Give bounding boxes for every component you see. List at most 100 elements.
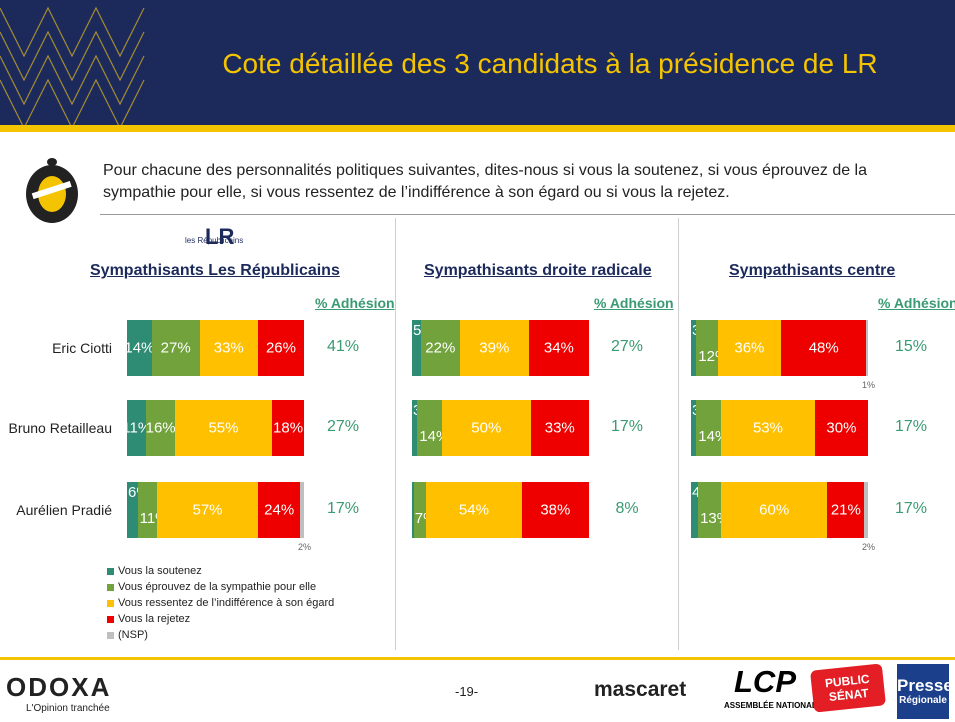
data-label: 54% bbox=[458, 501, 489, 519]
data-label: 38% bbox=[540, 501, 571, 519]
data-label: 14% bbox=[698, 428, 729, 445]
legend-swatch bbox=[107, 567, 114, 575]
lcp-logo: LCP bbox=[734, 664, 796, 699]
bar-segment-nsp bbox=[300, 482, 304, 538]
adhesion-value: 15% bbox=[894, 338, 928, 355]
stacked-bar: 3%12%36%48% bbox=[691, 320, 868, 376]
stacked-bar: 4%13% 60% 21% bbox=[691, 482, 868, 538]
data-label: 27% bbox=[160, 339, 191, 357]
bar-segment-indifference: 33% bbox=[199, 320, 258, 376]
bar-segment-rejetez: 21% bbox=[827, 482, 865, 538]
chart-legend: Vous la soutenez Vous éprouvez de la symp… bbox=[107, 563, 334, 643]
data-label: 33% bbox=[544, 419, 575, 437]
stacked-bar: 6%11% 57% 24% bbox=[127, 482, 304, 538]
question-text: Pour chacune des personnalités politique… bbox=[103, 162, 868, 201]
adhesion-value: 17% bbox=[894, 500, 928, 517]
data-label: 16% bbox=[145, 419, 176, 437]
bar-segment-soutenez: 14% bbox=[124, 320, 155, 376]
legend-swatch bbox=[107, 599, 114, 607]
legend-item: Vous éprouvez de la sympathie pour elle bbox=[107, 579, 334, 595]
nsp-label: 1% bbox=[862, 380, 876, 390]
bar-segment-nsp bbox=[866, 320, 868, 376]
legend-label: Vous la rejetez bbox=[118, 613, 191, 625]
legend-item: Vous la rejetez bbox=[107, 611, 334, 627]
legend-item: (NSP) bbox=[107, 627, 334, 643]
bar-segment-indifference: 57% bbox=[157, 482, 258, 538]
bar-segment-indifference: 55% bbox=[174, 400, 273, 456]
candidate-label: Eric Ciotti bbox=[52, 340, 112, 356]
stacked-bar: 11% 16% 55% 18% bbox=[122, 400, 304, 456]
data-label: 34% bbox=[543, 339, 574, 357]
adhesion-header: % Adhésion bbox=[315, 295, 395, 311]
nsp-label: 2% bbox=[862, 542, 876, 552]
data-label: 36% bbox=[734, 339, 765, 357]
legend-label: (NSP) bbox=[118, 629, 148, 641]
bar-segment-rejetez: 38% bbox=[521, 482, 589, 538]
panel-title: Sympathisants droite radicale bbox=[424, 262, 652, 279]
stacked-bar: 5%22% 39% 34% bbox=[412, 320, 589, 376]
bar-segment-indifference: 60% bbox=[721, 482, 828, 538]
data-label: 22% bbox=[425, 339, 456, 357]
bar-segment-sympathie: 14% bbox=[696, 400, 728, 456]
data-label: 26% bbox=[265, 339, 296, 357]
panel-divider bbox=[395, 218, 396, 650]
bar-segment-sympathie: 11% bbox=[137, 482, 169, 538]
stacked-bar: 14% 27% 33% 26% bbox=[124, 320, 304, 376]
odoxa-tagline: L'Opinion tranchée bbox=[26, 703, 110, 714]
adhesion-value: 17% bbox=[326, 500, 360, 517]
data-label: 30% bbox=[826, 419, 857, 437]
public-senat-logo: PUBLIC SÉNAT bbox=[810, 663, 886, 713]
bar-segment-sympathie: 22% bbox=[420, 320, 460, 376]
data-label: 21% bbox=[830, 501, 861, 519]
adhesion-value: 17% bbox=[610, 418, 644, 435]
panel-title: Sympathisants Les Républicains bbox=[90, 262, 340, 279]
data-label: 11% bbox=[122, 419, 152, 437]
stacked-bar: 1%7%54%38% bbox=[412, 482, 589, 538]
legend-swatch bbox=[107, 615, 114, 623]
panel-title: Sympathisants centre bbox=[729, 262, 896, 279]
stacked-bar: 3%14%53%30% bbox=[691, 400, 868, 456]
data-label: 18% bbox=[273, 419, 304, 437]
bar-segment-rejetez: 26% bbox=[257, 320, 304, 376]
adhesion-value: 41% bbox=[326, 338, 360, 355]
adhesion-header: % Adhésion bbox=[878, 295, 955, 311]
header-stripe bbox=[0, 125, 955, 132]
bar-segment-indifference: 39% bbox=[459, 320, 529, 376]
data-label: 53% bbox=[752, 419, 783, 437]
bar-segment-rejetez: 30% bbox=[814, 400, 868, 456]
data-label: 14% bbox=[124, 339, 155, 357]
bar-segment-soutenez: 5% bbox=[412, 320, 435, 376]
bar-segment-sympathie: 14% bbox=[417, 400, 449, 456]
adhesion-value: 8% bbox=[615, 500, 639, 517]
question-divider bbox=[100, 214, 955, 215]
data-label: 24% bbox=[264, 501, 295, 519]
data-label: 48% bbox=[808, 339, 839, 357]
candidate-label: Bruno Retailleau bbox=[8, 420, 112, 436]
bar-segment-rejetez: 48% bbox=[781, 320, 867, 376]
stacked-bar: 3%14%50%33% bbox=[412, 400, 589, 456]
bar-segment-soutenez: 6% bbox=[127, 482, 150, 538]
odoxa-question-icon bbox=[24, 158, 80, 229]
data-label: 39% bbox=[479, 339, 510, 357]
legend-item: Vous la soutenez bbox=[107, 563, 334, 579]
header-decoration bbox=[0, 6, 145, 128]
legend-swatch bbox=[107, 583, 114, 591]
bar-segment-nsp bbox=[864, 482, 868, 538]
bar-segment-sympathie: 13% bbox=[698, 482, 730, 538]
header-banner: Cote détaillée des 3 candidats à la prés… bbox=[0, 0, 955, 128]
legend-swatch bbox=[107, 631, 114, 639]
bar-segment-rejetez: 18% bbox=[272, 400, 304, 456]
legend-label: Vous ressentez de l’indifférence à son é… bbox=[118, 597, 335, 609]
adhesion-value: 27% bbox=[610, 338, 644, 355]
presse-regionale-logo: Presse Régionale bbox=[897, 664, 953, 719]
lcp-subtitle: ASSEMBLÉE NATIONALE bbox=[724, 701, 823, 710]
bar-segment-indifference: 50% bbox=[442, 400, 531, 456]
bar-segment-indifference: 36% bbox=[717, 320, 782, 376]
bar-segment-sympathie: 12% bbox=[696, 320, 728, 376]
legend-label: Vous la soutenez bbox=[118, 565, 202, 577]
candidate-label: Aurélien Pradié bbox=[16, 502, 112, 518]
panel-divider bbox=[678, 218, 679, 650]
data-label: 50% bbox=[471, 419, 502, 437]
data-label: 55% bbox=[208, 419, 239, 437]
page-number: -19- bbox=[455, 684, 479, 699]
